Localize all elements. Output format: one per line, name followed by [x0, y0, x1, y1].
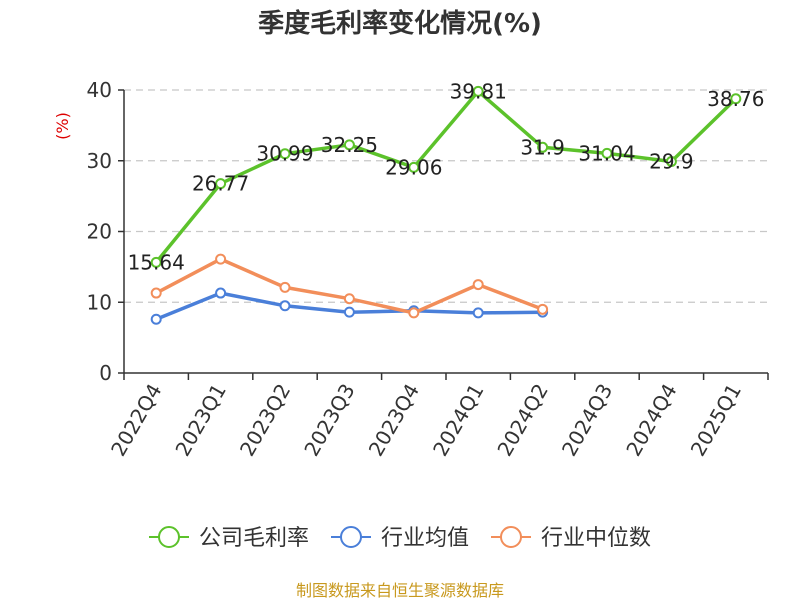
data-point: [215, 178, 227, 190]
data-label: 15.64: [128, 250, 185, 274]
data-point: [215, 253, 227, 265]
data-point: [215, 287, 227, 299]
data-point: [279, 300, 291, 312]
data-labels: 15.64 26.77 30.99 32.25 29.06 39.81 31.9 31.04 2…: [128, 79, 765, 274]
data-label: 38.76: [707, 87, 764, 111]
x-tick-label: 2022Q4: [106, 380, 166, 461]
grid-lines: [124, 89, 768, 303]
x-tick-label: 2023Q2: [235, 380, 295, 461]
data-point: [730, 93, 742, 105]
data-label: 32.25: [321, 133, 378, 157]
x-tick-label: 2024Q2: [492, 380, 552, 461]
x-tick-label: 2023Q1: [170, 380, 230, 461]
source-note: 制图数据来自恒生聚源数据库: [296, 581, 504, 600]
y-axis-label: (%): [53, 112, 72, 140]
data-point: [537, 303, 549, 315]
legend-swatch-marker: [340, 526, 362, 548]
data-point: [343, 139, 355, 151]
data-point: [601, 147, 613, 159]
data-point: [472, 85, 484, 97]
legend-item[interactable]: 行业均值: [331, 526, 469, 551]
legend-label: 公司毛利率: [199, 526, 309, 551]
data-label: 39.81: [450, 79, 507, 103]
legend-swatch-marker: [500, 526, 522, 548]
data-point: [537, 141, 549, 153]
data-label: 29.9: [649, 149, 694, 173]
x-tick-label: 2023Q3: [299, 380, 359, 461]
data-point: [279, 281, 291, 293]
chart-title: 季度毛利率变化情况(%): [258, 8, 542, 39]
x-tick-label: 2024Q1: [428, 380, 488, 461]
y-tick-label: 40: [87, 78, 112, 102]
x-tick-label: 2023Q4: [364, 380, 424, 461]
data-point: [150, 313, 162, 325]
legend-label: 行业中位数: [541, 526, 651, 551]
y-tick-label: 20: [87, 220, 112, 244]
data-label: 26.77: [192, 172, 249, 196]
data-point: [472, 279, 484, 291]
y-tick-label: 10: [87, 290, 112, 314]
y-tick-label: 0: [99, 361, 112, 385]
data-point: [408, 307, 420, 319]
data-point: [408, 161, 420, 173]
legend: 公司毛利率 行业均值 行业中位数: [149, 526, 651, 551]
data-point: [665, 155, 677, 167]
series-group: [150, 85, 742, 325]
data-point: [150, 287, 162, 299]
data-point: [343, 293, 355, 305]
series-line: [154, 89, 738, 264]
data-label: 31.9: [520, 135, 565, 159]
data-label: 29.06: [385, 155, 442, 179]
data-point: [150, 256, 162, 268]
x-tick-label: 2024Q4: [621, 380, 681, 461]
legend-label: 行业均值: [381, 526, 469, 551]
y-tick-label: 30: [87, 149, 112, 173]
data-label: 30.99: [256, 142, 313, 166]
data-point: [343, 306, 355, 318]
legend-item[interactable]: 行业中位数: [491, 526, 651, 551]
x-tick-label: 2024Q3: [557, 380, 617, 461]
data-label: 31.04: [578, 141, 635, 165]
data-point: [472, 307, 484, 319]
x-tick-label: 2025Q1: [686, 380, 746, 461]
data-point: [279, 148, 291, 160]
series-line: [155, 257, 544, 315]
legend-swatch-marker: [158, 526, 180, 548]
legend-item[interactable]: 公司毛利率: [149, 526, 309, 551]
